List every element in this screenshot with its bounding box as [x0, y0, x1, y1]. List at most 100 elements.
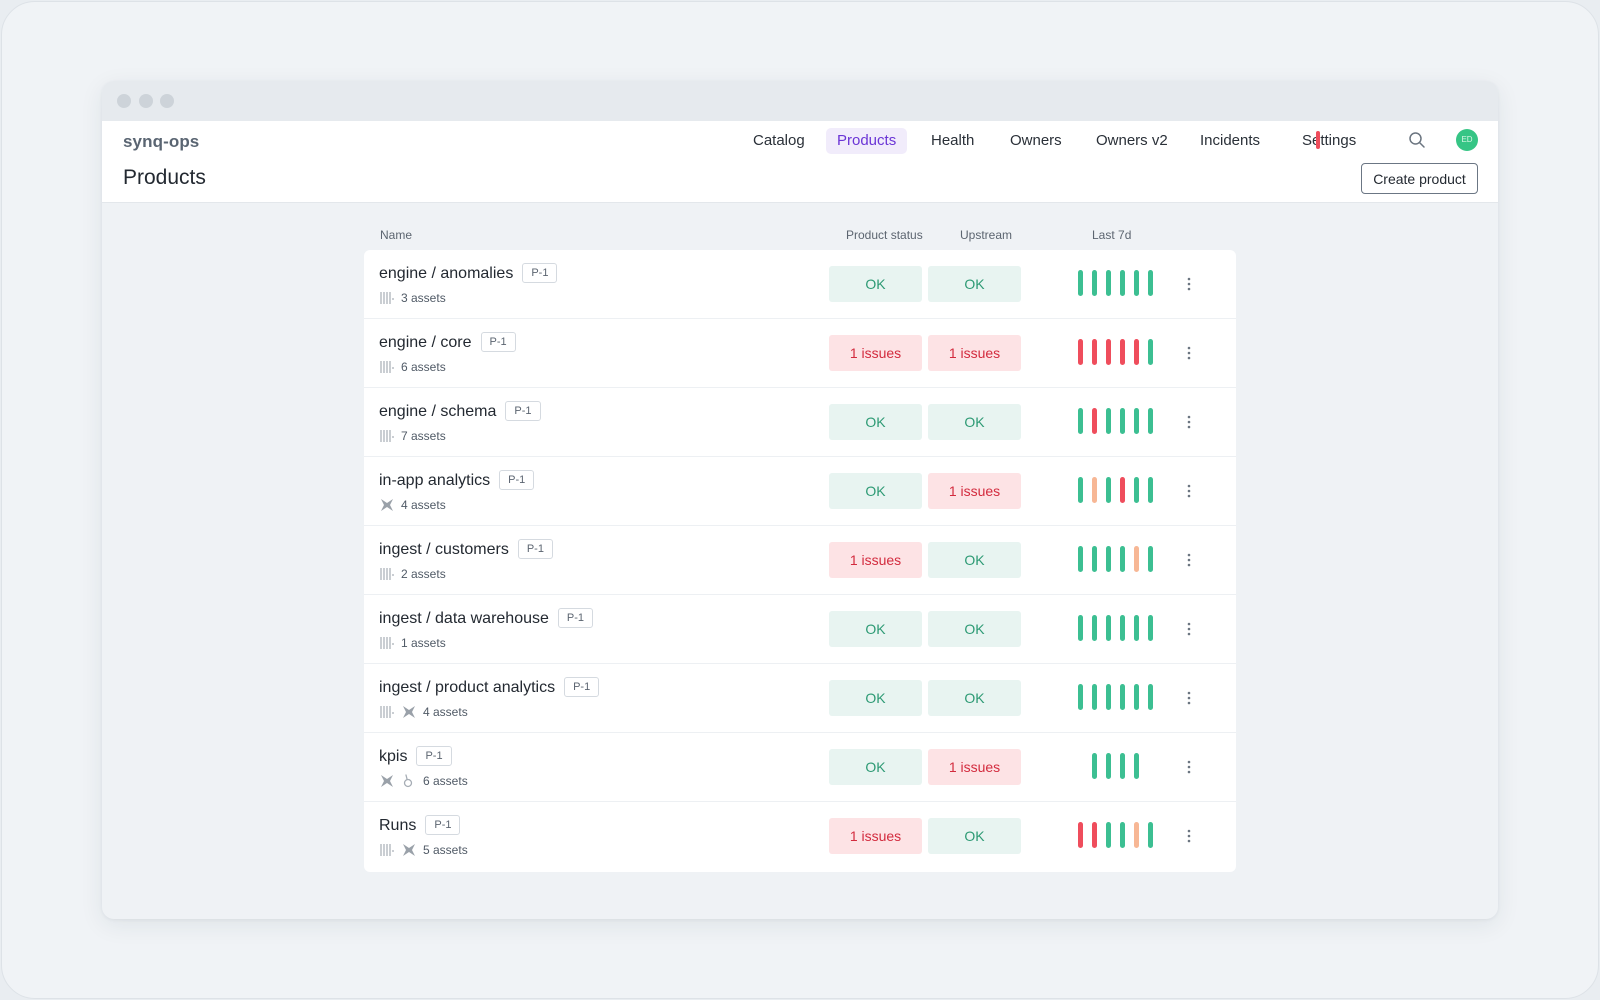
- window-maximize-button[interactable]: [160, 94, 174, 108]
- product-status-badge[interactable]: 1 issues: [829, 335, 922, 371]
- product-name[interactable]: engine / anomalies P-1: [379, 263, 558, 283]
- nav-owners-v2[interactable]: Owners v2: [1096, 132, 1168, 149]
- search-icon[interactable]: [1408, 131, 1426, 149]
- history-bar-ok[interactable]: [1119, 753, 1125, 779]
- user-avatar[interactable]: ED: [1456, 129, 1478, 151]
- nav-owners[interactable]: Owners: [1010, 132, 1062, 149]
- product-status-badge[interactable]: 1 issues: [829, 542, 922, 578]
- history-bar-err[interactable]: [1119, 339, 1125, 365]
- product-name-text[interactable]: Runs: [379, 817, 417, 834]
- product-name[interactable]: kpis P-1: [379, 746, 452, 766]
- history-bar-ok[interactable]: [1147, 477, 1153, 503]
- window-minimize-button[interactable]: [139, 94, 153, 108]
- history-bar-warn[interactable]: [1091, 477, 1097, 503]
- history-bar-ok[interactable]: [1091, 270, 1097, 296]
- history-bar-ok[interactable]: [1147, 615, 1153, 641]
- row-menu-icon[interactable]: [1181, 826, 1197, 846]
- table-row[interactable]: engine / core P-1 6 assets 1 issues 1 issues: [364, 319, 1236, 388]
- upstream-status-badge[interactable]: OK: [928, 542, 1021, 578]
- product-status-badge[interactable]: OK: [829, 473, 922, 509]
- history-bar-ok[interactable]: [1147, 270, 1153, 296]
- product-name[interactable]: ingest / product analytics P-1: [379, 677, 600, 697]
- history-bar-warn[interactable]: [1133, 546, 1139, 572]
- history-bar-ok[interactable]: [1077, 270, 1083, 296]
- row-menu-icon[interactable]: [1181, 688, 1197, 708]
- product-status-badge[interactable]: OK: [829, 404, 922, 440]
- history-bar-err[interactable]: [1105, 339, 1111, 365]
- history-bar-ok[interactable]: [1119, 408, 1125, 434]
- history-bar-ok[interactable]: [1105, 684, 1111, 710]
- history-bar-ok[interactable]: [1119, 546, 1125, 572]
- history-bar-err[interactable]: [1091, 822, 1097, 848]
- row-menu-icon[interactable]: [1181, 343, 1197, 363]
- product-name[interactable]: ingest / customers P-1: [379, 539, 553, 559]
- history-bar-ok[interactable]: [1091, 546, 1097, 572]
- history-bar-warn[interactable]: [1133, 822, 1139, 848]
- history-bar-ok[interactable]: [1077, 546, 1083, 572]
- table-row[interactable]: ingest / product analytics P-1 4 assets OK O…: [364, 664, 1236, 733]
- history-bar-ok[interactable]: [1105, 822, 1111, 848]
- upstream-status-badge[interactable]: OK: [928, 680, 1021, 716]
- history-bar-ok[interactable]: [1105, 408, 1111, 434]
- product-name-text[interactable]: ingest / customers: [379, 541, 509, 558]
- history-bar-ok[interactable]: [1105, 615, 1111, 641]
- history-bar-err[interactable]: [1119, 477, 1125, 503]
- history-bar-ok[interactable]: [1133, 408, 1139, 434]
- history-bar-ok[interactable]: [1147, 546, 1153, 572]
- history-bar-ok[interactable]: [1119, 615, 1125, 641]
- product-status-badge[interactable]: 1 issues: [829, 818, 922, 854]
- history-bar-ok[interactable]: [1105, 753, 1111, 779]
- history-bar-ok[interactable]: [1133, 270, 1139, 296]
- history-bar-ok[interactable]: [1133, 615, 1139, 641]
- create-product-button[interactable]: Create product: [1361, 163, 1478, 194]
- column-header-upstream[interactable]: Upstream: [960, 228, 1013, 242]
- product-status-badge[interactable]: OK: [829, 611, 922, 647]
- history-bar-ok[interactable]: [1133, 684, 1139, 710]
- table-row[interactable]: engine / schema P-1 7 assets OK OK: [364, 388, 1236, 457]
- column-header-product-status[interactable]: Product status: [846, 228, 923, 242]
- history-bar-ok[interactable]: [1091, 615, 1097, 641]
- row-menu-icon[interactable]: [1181, 274, 1197, 294]
- history-bar-ok[interactable]: [1133, 753, 1139, 779]
- nav-health[interactable]: Health: [931, 132, 975, 149]
- upstream-status-badge[interactable]: OK: [928, 266, 1021, 302]
- window-close-button[interactable]: [117, 94, 131, 108]
- upstream-status-badge[interactable]: OK: [928, 818, 1021, 854]
- history-bar-ok[interactable]: [1077, 477, 1083, 503]
- history-bar-ok[interactable]: [1105, 477, 1111, 503]
- table-row[interactable]: Runs P-1 5 assets 1 issues OK: [364, 802, 1236, 871]
- product-name[interactable]: engine / core P-1: [379, 332, 516, 352]
- table-row[interactable]: engine / anomalies P-1 3 assets OK OK: [364, 250, 1236, 319]
- row-menu-icon[interactable]: [1181, 550, 1197, 570]
- history-bar-err[interactable]: [1091, 339, 1097, 365]
- row-menu-icon[interactable]: [1181, 481, 1197, 501]
- nav-products[interactable]: Products: [826, 128, 908, 154]
- product-name-text[interactable]: engine / core: [379, 334, 472, 351]
- upstream-status-badge[interactable]: 1 issues: [928, 749, 1021, 785]
- table-row[interactable]: ingest / data warehouse P-1 1 assets OK OK: [364, 595, 1236, 664]
- product-name[interactable]: in-app analytics P-1: [379, 470, 535, 490]
- product-name-text[interactable]: engine / anomalies: [379, 265, 514, 282]
- history-bar-ok[interactable]: [1091, 753, 1097, 779]
- product-name-text[interactable]: ingest / data warehouse: [379, 610, 549, 627]
- history-bar-ok[interactable]: [1147, 684, 1153, 710]
- history-bar-ok[interactable]: [1105, 270, 1111, 296]
- product-status-badge[interactable]: OK: [829, 749, 922, 785]
- history-bar-ok[interactable]: [1119, 822, 1125, 848]
- history-bar-ok[interactable]: [1077, 615, 1083, 641]
- history-bar-ok[interactable]: [1147, 339, 1153, 365]
- history-bar-ok[interactable]: [1105, 546, 1111, 572]
- upstream-status-badge[interactable]: OK: [928, 404, 1021, 440]
- nav-catalog[interactable]: Catalog: [753, 132, 805, 149]
- history-bar-ok[interactable]: [1077, 408, 1083, 434]
- upstream-status-badge[interactable]: 1 issues: [928, 473, 1021, 509]
- product-name[interactable]: engine / schema P-1: [379, 401, 541, 421]
- history-bar-err[interactable]: [1077, 339, 1083, 365]
- history-bar-ok[interactable]: [1077, 684, 1083, 710]
- history-bar-ok[interactable]: [1119, 270, 1125, 296]
- product-name[interactable]: ingest / data warehouse P-1: [379, 608, 594, 628]
- nav-settings[interactable]: Settings: [1302, 132, 1357, 149]
- row-menu-icon[interactable]: [1181, 412, 1197, 432]
- table-row[interactable]: kpis P-1 6 assets OK 1 issues: [364, 733, 1236, 802]
- history-bar-ok[interactable]: [1133, 477, 1139, 503]
